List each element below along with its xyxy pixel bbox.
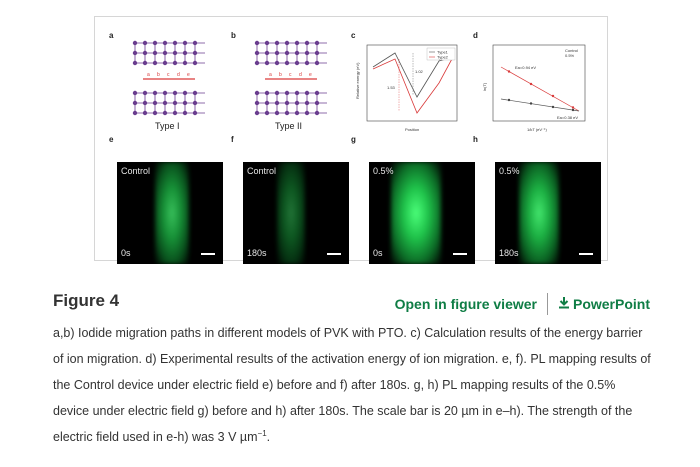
lattice-diagram-type-1: a b c d e [132, 40, 205, 116]
pl-label-sample: 0.5% [499, 166, 520, 176]
lattice-site-letter: b [157, 72, 160, 78]
lattice-site-letter: d [299, 72, 302, 78]
activation-energy-chart: ln(T) 1/kT (eV⁻¹) Ea=0.94 eV Ea=0.38 eV … [482, 44, 586, 132]
lattice-site-letter: c [289, 72, 292, 78]
panel-letter-f: f [231, 135, 234, 144]
chart-d-annotation-2: Ea=0.38 eV [557, 115, 578, 120]
chart-d-legend-1: Control [565, 48, 578, 53]
pl-map-05-0s: 0.5% 0s [369, 162, 475, 264]
powerpoint-label: PowerPoint [572, 296, 650, 312]
panel-letter-a: a [109, 31, 114, 40]
figure-image[interactable]: a b c d e f g h a b c d e Type I a b c d e Type … [94, 16, 608, 264]
lattice-site-letter: c [167, 72, 170, 78]
panel-letter-h: h [473, 135, 478, 144]
chart-d-xlabel: 1/kT (eV⁻¹) [527, 127, 547, 132]
pl-label-time: 180s [247, 248, 267, 258]
panel-letter-e: e [109, 135, 114, 144]
lattice-site-letter: e [309, 72, 312, 78]
chart-c-legend-2: Type2 [437, 55, 449, 60]
lattice-site-letter: d [177, 72, 180, 78]
panel-letter-c: c [351, 31, 356, 40]
caption-end: . [266, 430, 271, 444]
figure-title: Figure 4 [53, 291, 120, 310]
scale-bar [327, 253, 341, 255]
pl-label-sample: 0.5% [373, 166, 394, 176]
lattice-site-letter: e [187, 72, 190, 78]
lattice-site-letter: a [147, 72, 150, 78]
divider [546, 293, 548, 315]
pl-map-control-0s: Control 0s [117, 162, 223, 264]
pl-map-05-180s: 0.5% 180s [495, 162, 601, 264]
chart-c-xlabel: Position [405, 127, 419, 132]
lattice-site-letter: b [279, 72, 282, 78]
energy-barrier-chart: Relative energy (eV) Position 1.53 1.02 … [355, 44, 458, 132]
panel-letter-d: d [473, 31, 478, 40]
panel-letter-b: b [231, 31, 236, 40]
download-icon [558, 297, 569, 309]
powerpoint-link[interactable]: PowerPoint [558, 296, 650, 312]
pl-label-sample: Control [121, 166, 151, 176]
chart-d-annotation-1: Ea=0.94 eV [515, 65, 536, 70]
figure-caption: a,b) Iodide migration paths in different… [53, 320, 653, 450]
lattice-site-letter: a [269, 72, 272, 78]
lattice-diagram-type-2: a b c d e [254, 40, 327, 116]
chart-c-legend-1: Type1 [437, 50, 449, 55]
caption-exponent: −1 [257, 428, 267, 438]
chart-d-legend-2: 0.5% [565, 53, 575, 58]
pl-label-time: 0s [373, 248, 383, 258]
caption-text: a,b) Iodide migration paths in different… [53, 326, 651, 444]
chart-c-annotation-1: 1.53 [387, 85, 396, 90]
figure-actions: Open in figure viewer PowerPoint [395, 293, 650, 315]
scale-bar [201, 253, 215, 255]
scale-bar [453, 253, 467, 255]
pl-label-sample: Control [247, 166, 277, 176]
pl-label-time: 180s [499, 248, 519, 258]
pl-label-time: 0s [121, 248, 131, 258]
open-figure-viewer-link[interactable]: Open in figure viewer [394, 296, 537, 312]
lattice-caption-type-2: Type II [275, 121, 303, 131]
chart-c-annotation-2: 1.02 [415, 69, 424, 74]
chart-c-ylabel: Relative energy (eV) [355, 62, 360, 99]
chart-d-ylabel: ln(T) [482, 82, 487, 91]
pl-map-control-180s: Control 180s [243, 162, 349, 264]
panel-letter-g: g [351, 135, 356, 144]
scale-bar [579, 253, 593, 255]
lattice-caption-type-1: Type I [155, 121, 180, 131]
